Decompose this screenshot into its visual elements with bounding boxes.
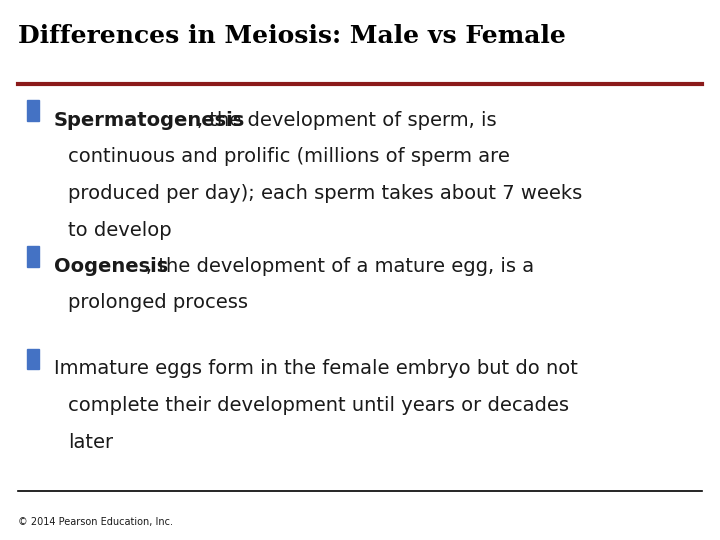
Text: prolonged process: prolonged process [68, 293, 248, 312]
Text: later: later [68, 433, 114, 451]
Text: continuous and prolific (millions of sperm are: continuous and prolific (millions of spe… [68, 147, 510, 166]
Text: , the development of a mature egg, is a: , the development of a mature egg, is a [146, 256, 534, 275]
Text: Oogenesis: Oogenesis [54, 256, 168, 275]
Text: to develop: to develop [68, 221, 172, 240]
Text: , the development of sperm, is: , the development of sperm, is [197, 111, 496, 130]
Bar [27, 349, 39, 369]
Bar [27, 100, 39, 121]
Bar [27, 246, 39, 267]
Text: Differences in Meiosis: Male vs Female: Differences in Meiosis: Male vs Female [18, 24, 566, 48]
Text: Spermatogenesis: Spermatogenesis [54, 111, 246, 130]
Text: complete their development until years or decades: complete their development until years o… [68, 396, 570, 415]
Text: © 2014 Pearson Education, Inc.: © 2014 Pearson Education, Inc. [18, 516, 173, 526]
Text: produced per day); each sperm takes about 7 weeks: produced per day); each sperm takes abou… [68, 184, 582, 203]
Text: Immature eggs form in the female embryo but do not: Immature eggs form in the female embryo … [54, 359, 578, 378]
